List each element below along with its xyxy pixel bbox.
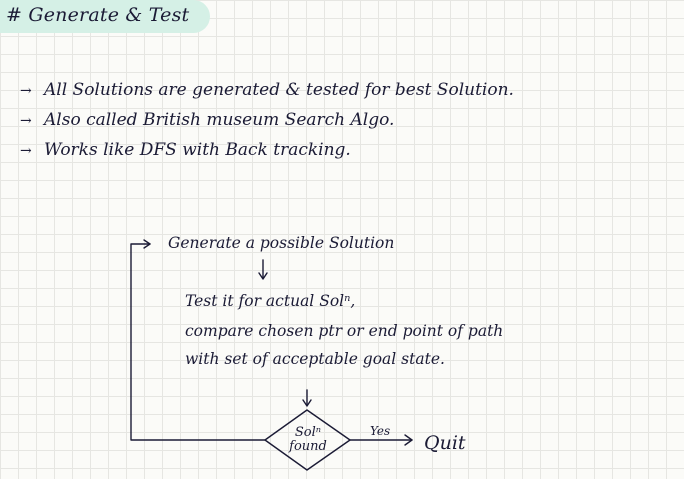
arrow-bullet-icon: →	[20, 143, 32, 159]
arrow-bullet-icon: →	[20, 83, 32, 99]
test-step-line-2: compare chosen ptr or end point of path	[185, 322, 504, 340]
bullet-item: → Works like DFS with Back tracking.	[20, 140, 514, 170]
step2-to-decision-arrowhead	[302, 399, 312, 407]
test-step-line-1: Test it for actual Solⁿ,	[185, 292, 356, 310]
bullet-text: All Solutions are generated & tested for…	[44, 80, 514, 100]
step1-to-step2-arrowhead	[258, 272, 268, 280]
title-highlight	[0, 0, 210, 33]
decision-label-line-1: Solⁿ	[294, 425, 322, 440]
decision-diamond	[264, 409, 351, 471]
decision-label-line-2: found	[289, 439, 327, 454]
loop-back-arrowhead	[143, 239, 151, 249]
yes-label: Yes	[370, 424, 391, 438]
bullet-item: → Also called British museum Search Algo…	[20, 110, 514, 140]
test-step-line-3: with set of acceptable goal state.	[185, 350, 445, 368]
bullet-list: → All Solutions are generated & tested f…	[20, 80, 514, 170]
quit-label: Quit	[424, 432, 466, 454]
decision-label: Solⁿ found	[278, 426, 338, 454]
bullet-text: Also called British museum Search Algo.	[44, 110, 395, 130]
generate-step-text: Generate a possible Solution	[168, 234, 395, 252]
loop-back-line	[130, 243, 266, 441]
page-title: # Generate & Test	[6, 4, 190, 26]
bullet-text: Works like DFS with Back tracking.	[44, 140, 351, 160]
arrow-bullet-icon: →	[20, 113, 32, 129]
yes-arrowhead	[404, 434, 413, 446]
bullet-item: → All Solutions are generated & tested f…	[20, 80, 514, 110]
